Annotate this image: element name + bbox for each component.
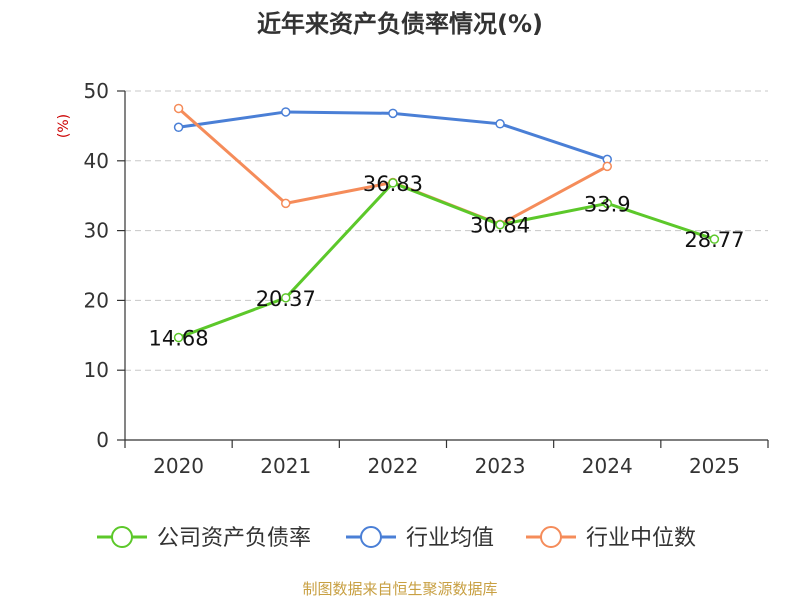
data-label: 20.37	[256, 287, 316, 311]
data-point	[281, 293, 291, 303]
y-tick-label: 30	[84, 219, 109, 243]
data-point	[173, 103, 184, 114]
grid-lines	[125, 90, 768, 371]
legend-label: 行业中位数	[586, 526, 696, 551]
legend-item: 公司资产负债率	[97, 526, 311, 551]
data-label: 33.9	[584, 192, 631, 216]
legend-label: 公司资产负债率	[157, 526, 311, 551]
chart-title: 近年来资产负债率情况(%)	[257, 10, 543, 38]
legend-marker	[111, 526, 133, 548]
data-label: 14.68	[149, 327, 209, 351]
series-line	[178, 110, 608, 161]
data-label: 30.84	[470, 214, 530, 238]
data-point	[709, 234, 720, 244]
data-point	[173, 332, 184, 343]
y-axis-label: (%)	[56, 114, 72, 138]
data-point	[173, 122, 184, 133]
legend: 公司资产负债率 行业均值 行业中位数	[97, 526, 696, 551]
data-point	[602, 161, 612, 172]
series-2	[173, 103, 612, 230]
x-tick-label: 2024	[582, 454, 633, 478]
y-tick-label: 20	[84, 288, 109, 312]
y-tick-label: 50	[84, 79, 109, 103]
y-tick-label: 0	[96, 428, 109, 452]
data-point	[388, 178, 398, 188]
series-0	[173, 178, 720, 343]
x-tick-label: 2021	[260, 454, 311, 478]
legend-item: 行业中位数	[526, 526, 696, 551]
legend-label: 行业均值	[406, 526, 494, 551]
legend-marker	[360, 526, 382, 548]
data-point	[281, 198, 291, 209]
series-1	[173, 107, 612, 165]
series-line	[177, 107, 608, 226]
x-tick-label: 2022	[367, 454, 418, 478]
y-ticks: 0 10 20 30 40 50	[84, 79, 109, 452]
legend-marker	[540, 526, 562, 548]
data-point	[281, 107, 291, 117]
y-tick-label: 40	[84, 149, 109, 173]
y-tick-label: 10	[84, 358, 109, 382]
axes	[117, 90, 769, 448]
legend-item: 行业均值	[346, 526, 494, 551]
x-tick-label: 2020	[153, 454, 204, 478]
series-line	[178, 181, 715, 339]
footer-source: 制图数据来自恒生聚源数据库	[302, 580, 497, 598]
data-label: 36.83	[363, 172, 423, 196]
data-label: 28.77	[684, 228, 744, 252]
x-ticks: 2020 2021 2022 2023 2024 2025	[153, 454, 740, 478]
data-point	[495, 119, 505, 129]
series-layer: 14.68 20.37 36.83 30.84 33.9 28.77	[149, 103, 744, 351]
x-tick-label: 2025	[689, 454, 740, 478]
data-point	[602, 198, 612, 209]
data-point	[388, 108, 398, 119]
x-tick-label: 2023	[475, 454, 526, 478]
data-point	[495, 219, 505, 230]
